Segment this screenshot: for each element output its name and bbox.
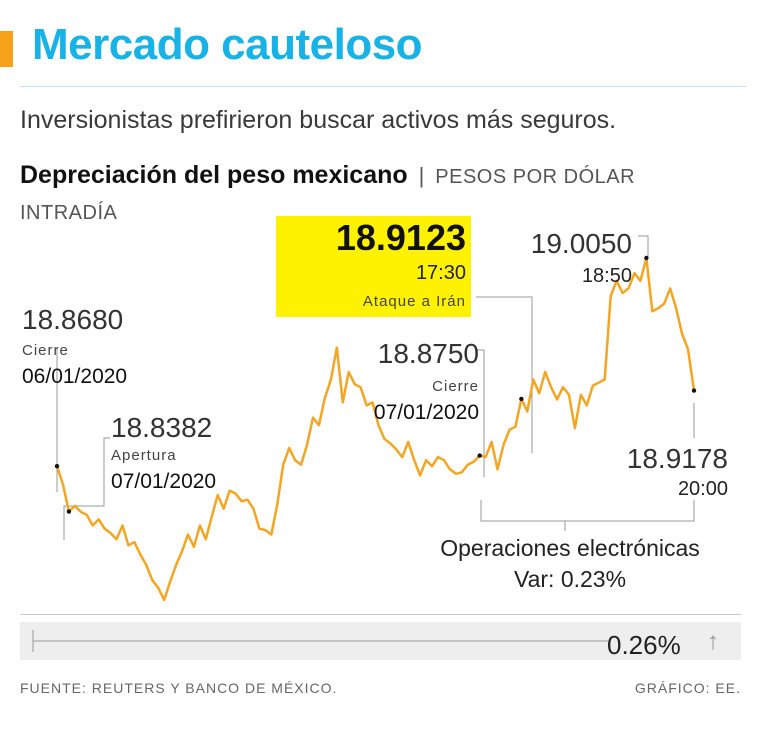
annotation-leader-lines [56, 235, 695, 540]
annotation-peak: 19.0050 18:50 [530, 228, 632, 287]
annotation-close-0601: 18.8680 Cierre 06/01/2020 [22, 304, 128, 388]
chart-title-main: Depreciación del peso mexicano [20, 161, 408, 189]
leader-attack [476, 296, 533, 453]
price-markers [54, 255, 697, 514]
leader-peak [638, 235, 649, 258]
annotation-close-0701: 18.8750 Cierre 07/01/2020 [373, 338, 479, 424]
price-marker-4 [644, 255, 649, 261]
close-0701-label: Cierre [432, 378, 479, 395]
leader-electronic [480, 500, 695, 522]
chart-title: Depreciación del peso mexicano | PESOS P… [20, 158, 720, 230]
peak-value: 19.0050 [530, 228, 632, 259]
chart-units-label: PESOS POR DÓLAR INTRADÍA [20, 166, 636, 224]
title-divider [20, 86, 746, 87]
annotation-electronic: Operaciones electrónicas Var: 0.23% [424, 537, 716, 591]
open-0701-value: 18.8382 [111, 412, 213, 443]
peak-time: 18:50 [581, 265, 632, 287]
price-marker-3 [519, 396, 524, 402]
title-accent-bar [0, 31, 13, 67]
attack-label: Ataque a Irán [362, 293, 466, 310]
up-arrow-icon: ↑ [707, 628, 719, 655]
leader-close-0701 [476, 349, 485, 477]
change-scale [32, 630, 608, 652]
price-series-line [55, 256, 696, 602]
attack-value: 18.9123 [335, 217, 466, 258]
attack-time: 17:30 [415, 262, 466, 284]
subtitle: Inversionistas prefirieron buscar activo… [20, 106, 617, 134]
last-time: 20:00 [677, 478, 728, 500]
last-value: 18.9178 [626, 443, 728, 474]
page-title: Mercado cauteloso [32, 20, 423, 69]
source-note: FUENTE: REUTERS Y BANCO DE MÉXICO. [20, 680, 338, 696]
attack-highlight-box [276, 216, 471, 317]
close-0601-date: 06/01/2020 [22, 365, 128, 388]
close-0601-label: Cierre [22, 342, 69, 359]
close-0701-value: 18.8750 [377, 338, 479, 369]
change-percent: 0.26% [607, 630, 681, 660]
bottom-divider [20, 614, 741, 615]
price-marker-2 [477, 453, 482, 458]
close-0701-date: 07/01/2020 [373, 401, 479, 424]
leader-open-0701 [63, 437, 110, 540]
price-marker-5 [691, 388, 697, 393]
chart-title-separator: | [418, 163, 425, 188]
annotation-attack: 18.9123 17:30 Ataque a Irán [335, 217, 466, 310]
open-0701-label: Apertura [111, 447, 177, 464]
open-0701-date: 07/01/2020 [111, 470, 217, 493]
price-marker-0 [54, 464, 60, 469]
electronic-label: Operaciones electrónicas [440, 535, 700, 561]
electronic-var: Var: 0.23% [513, 566, 627, 592]
annotation-open-0701: 18.8382 Apertura 07/01/2020 [111, 412, 217, 493]
annotation-last: 18.9178 20:00 [626, 443, 728, 500]
price-marker-1 [66, 509, 72, 514]
graphic-credit: GRÁFICO: EE. [634, 680, 741, 696]
change-summary-bar [20, 622, 741, 660]
close-0601-value: 18.8680 [22, 304, 124, 335]
